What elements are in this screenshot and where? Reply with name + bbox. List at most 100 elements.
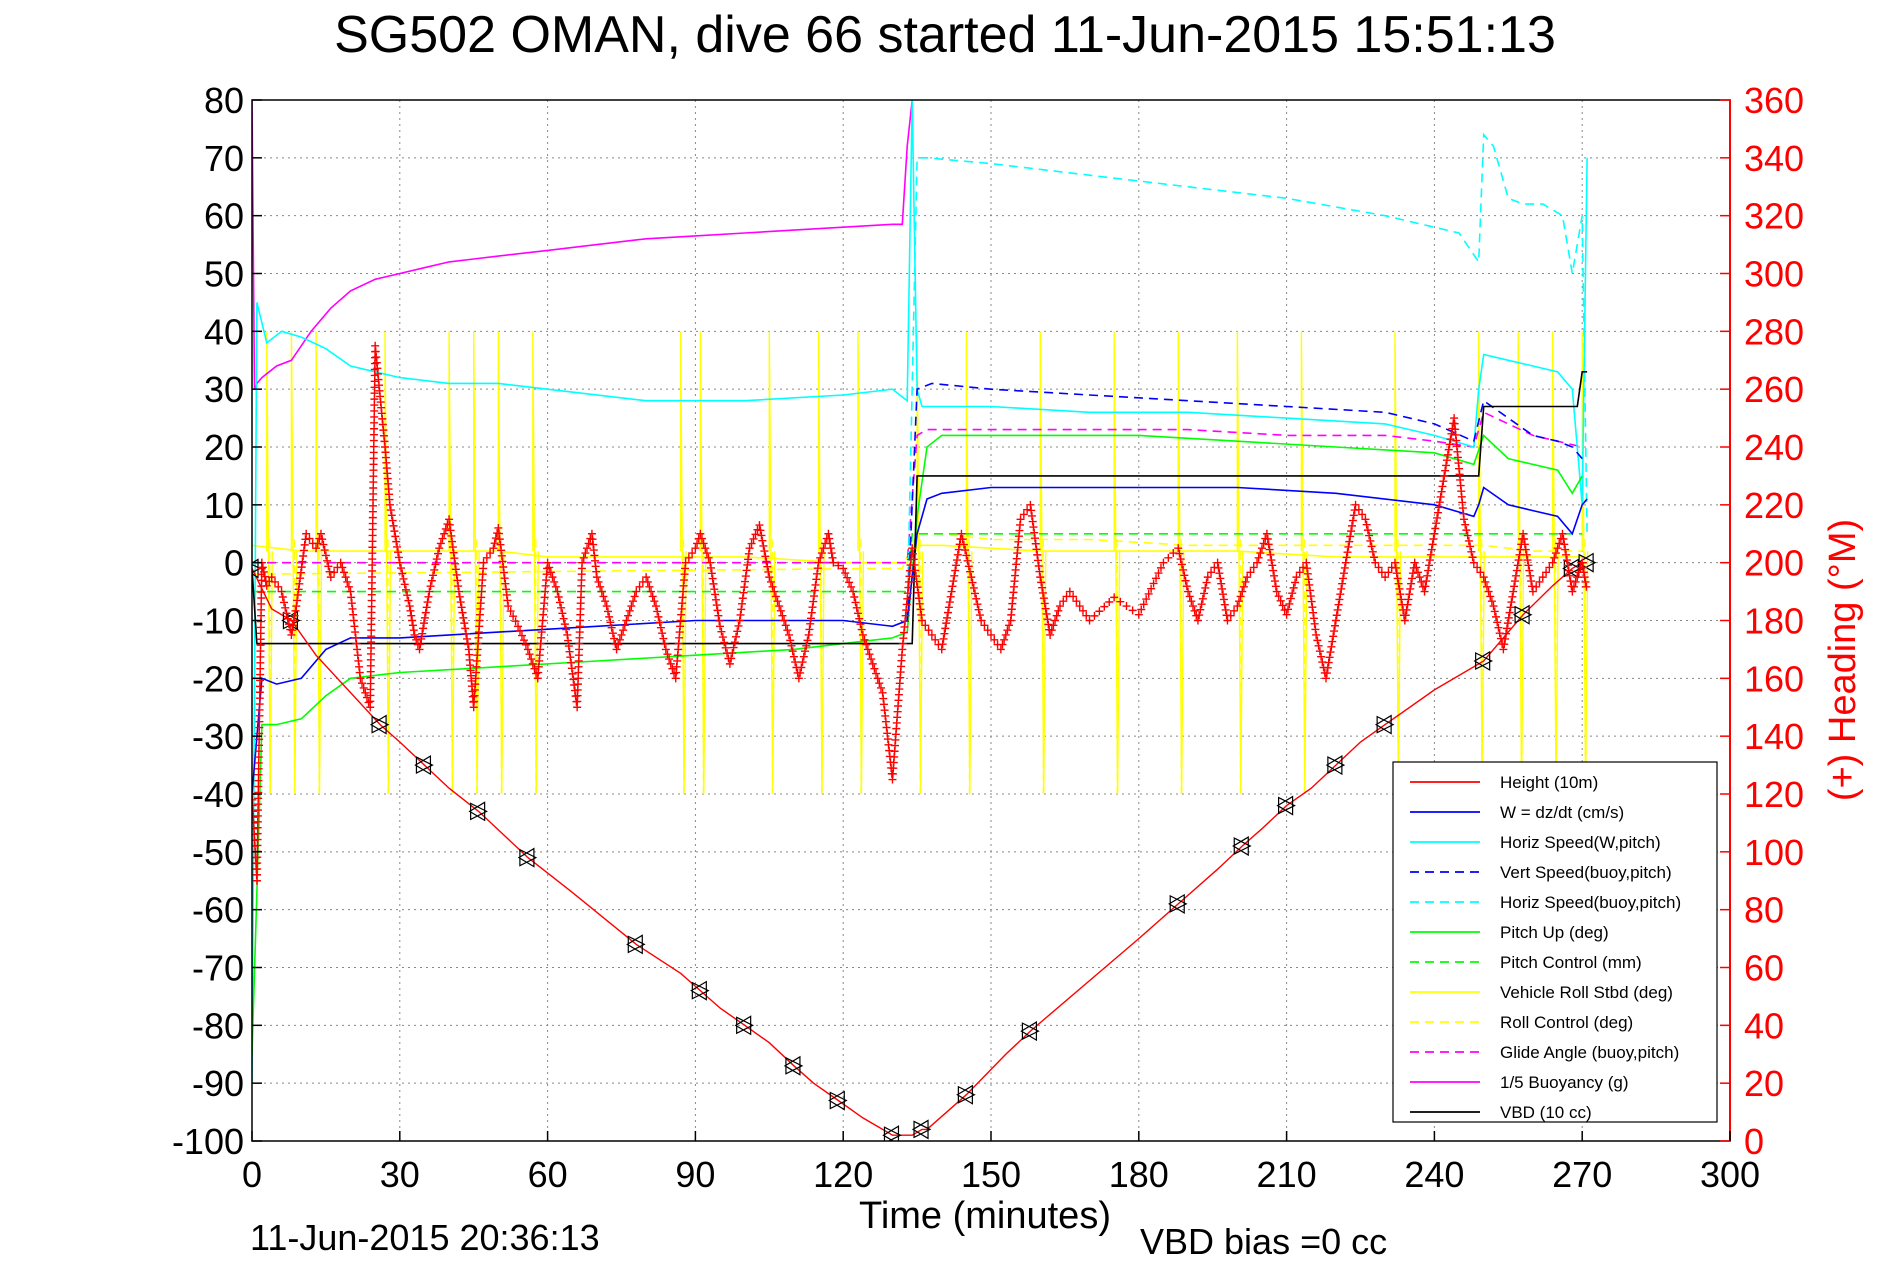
- heading-point: [635, 582, 644, 591]
- heading-point: [625, 606, 634, 615]
- y-tick-label: 50: [204, 254, 244, 295]
- heading-point: [915, 599, 924, 608]
- heading-point: [299, 546, 308, 555]
- heading-point: [400, 580, 409, 589]
- height-marker: [783, 1055, 804, 1076]
- heading-point: [1344, 542, 1353, 551]
- heading-point: [647, 587, 656, 596]
- heading-point: [959, 540, 968, 549]
- heading-point: [829, 558, 838, 567]
- x-tick-label: 300: [1700, 1154, 1760, 1195]
- heading-point: [301, 535, 310, 544]
- heading-point: [1401, 611, 1410, 620]
- height-marker: [828, 1090, 848, 1111]
- heading-point: [873, 674, 882, 683]
- heading-point: [293, 596, 302, 605]
- heading-point: [1473, 563, 1482, 572]
- heading-point: [1407, 579, 1416, 588]
- heading-point: [1038, 583, 1047, 592]
- heading-point: [460, 619, 469, 628]
- heading-point: [728, 649, 737, 658]
- heading-point: [1403, 600, 1412, 609]
- heading-point: [424, 592, 433, 601]
- heading-point: [1440, 471, 1449, 480]
- heading-point: [990, 635, 999, 644]
- heading-point: [401, 585, 410, 594]
- y-tick-label: 40: [204, 311, 244, 352]
- heading-point: [1213, 558, 1222, 567]
- heading-point: [924, 626, 933, 635]
- heading-point: [697, 534, 706, 543]
- heading-point: [912, 577, 921, 586]
- heading-point: [289, 616, 298, 625]
- heading-point: [1447, 429, 1456, 438]
- heading-point: [1484, 587, 1493, 596]
- heading-point: [681, 558, 690, 567]
- heading-point: [1421, 582, 1430, 591]
- heading-point: [498, 557, 507, 566]
- heading-point: [1542, 568, 1551, 577]
- heading-point: [741, 577, 750, 586]
- heading-point: [1367, 542, 1376, 551]
- series-line-horiz_buoy: [906, 132, 1588, 621]
- heading-point: [1348, 516, 1357, 525]
- heading-point: [1562, 556, 1571, 565]
- heading-point: [1184, 587, 1193, 596]
- heading-point: [418, 629, 427, 638]
- heading-point: [430, 565, 439, 574]
- x-axis-ticks: 0 30 60 90 120 150 180 210 240 270 300: [242, 1131, 1760, 1195]
- heading-point: [1055, 602, 1064, 611]
- heading-point: [440, 529, 449, 538]
- heading-point: [1358, 510, 1367, 519]
- heading-point: [1193, 616, 1202, 625]
- heading-point: [594, 577, 603, 586]
- heading-point: [419, 619, 428, 628]
- heading-point: [1285, 599, 1294, 608]
- heading-point: [642, 573, 651, 582]
- heading-point: [567, 664, 576, 673]
- heading-point: [759, 541, 768, 550]
- heading-point: [1264, 540, 1273, 549]
- heading-point: [1340, 563, 1349, 572]
- y-tick-label: 30: [204, 369, 244, 410]
- heading-point: [1423, 571, 1432, 580]
- heading-point: [714, 611, 723, 620]
- heading-point: [913, 583, 922, 592]
- heading-point: [651, 602, 660, 611]
- heading-point: [1302, 558, 1311, 567]
- heading-point: [809, 597, 818, 606]
- heading-point: [1278, 601, 1287, 610]
- heading-point: [715, 616, 724, 625]
- heading-point: [1500, 640, 1509, 649]
- heading-point: [796, 668, 805, 677]
- heading-point: [850, 593, 859, 602]
- heading-point: [1392, 569, 1401, 578]
- heading-point: [1486, 592, 1495, 601]
- roll-spike: [1113, 331, 1121, 795]
- heading-point: [312, 544, 321, 553]
- heading-point: [1226, 611, 1235, 620]
- heading-point: [1217, 579, 1226, 588]
- heading-point: [1410, 558, 1419, 567]
- heading-point: [1569, 582, 1578, 591]
- chart-title: SG502 OMAN, dive 66 started 11-Jun-2015 …: [334, 6, 1556, 64]
- heading-point: [868, 659, 877, 668]
- heading-point: [1082, 611, 1091, 620]
- heading-point: [1490, 607, 1499, 616]
- heading-point: [958, 535, 967, 544]
- heading-point: [1522, 550, 1531, 559]
- heading-point: [1221, 605, 1230, 614]
- heading-point: [1479, 573, 1488, 582]
- heading-point: [1030, 528, 1039, 537]
- heading-point: [745, 544, 754, 553]
- heading-point: [1519, 529, 1528, 538]
- heading-point: [781, 621, 790, 630]
- heading-point: [911, 566, 920, 575]
- heading-point: [744, 549, 753, 558]
- y-tick-label: 80: [204, 80, 244, 121]
- heading-point: [757, 531, 766, 540]
- heading-point: [1425, 561, 1434, 570]
- heading-point: [875, 679, 884, 688]
- heading-point: [762, 557, 771, 566]
- heading-point: [393, 542, 402, 551]
